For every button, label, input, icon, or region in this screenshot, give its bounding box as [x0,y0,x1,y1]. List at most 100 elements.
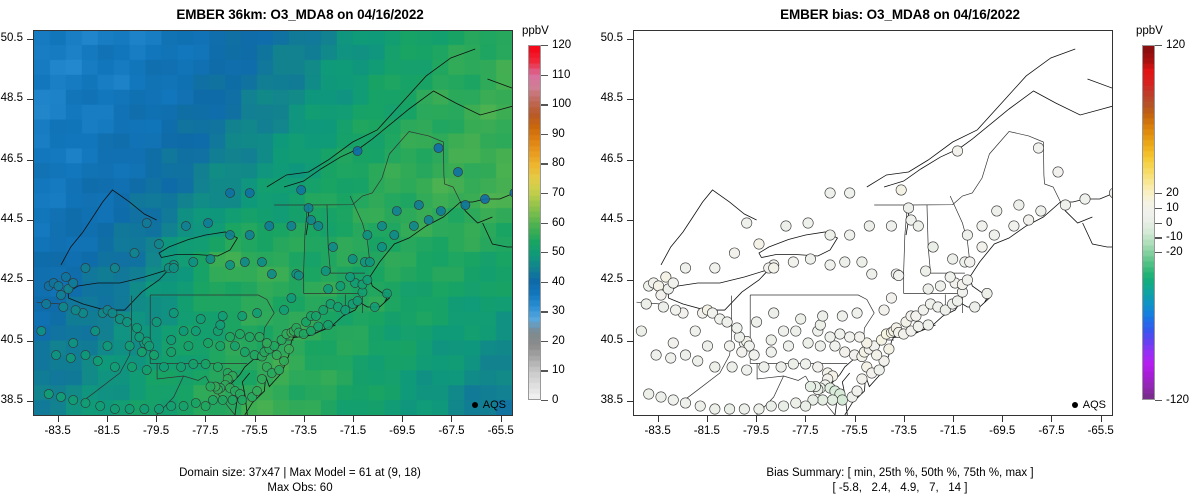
aqs-station-marker[interactable] [657,301,669,313]
aqs-station-marker[interactable] [920,265,932,277]
aqs-station-marker[interactable] [225,188,235,198]
aqs-station-marker[interactable] [166,401,177,411]
aqs-station-marker[interactable] [68,338,79,348]
aqs-station-marker[interactable] [293,270,304,281]
aqs-station-marker[interactable] [166,347,177,357]
aqs-station-marker[interactable] [824,187,836,199]
aqs-station-marker[interactable] [1052,166,1064,178]
aqs-station-marker[interactable] [306,326,316,336]
aqs-station-marker[interactable] [188,359,199,369]
aqs-station-marker[interactable] [335,281,346,291]
aqs-station-marker[interactable] [178,326,189,336]
aqs-station-marker[interactable] [279,356,289,366]
aqs-station-marker[interactable] [369,302,380,312]
aqs-station-marker[interactable] [1109,188,1112,198]
aqs-station-marker[interactable] [694,400,706,412]
aqs-station-marker[interactable] [154,239,164,249]
aqs-station-marker[interactable] [802,337,814,349]
aqs-station-marker[interactable] [203,338,213,348]
aqs-station-marker[interactable] [758,361,770,373]
aqs-station-marker[interactable] [203,218,213,228]
aqs-station-marker[interactable] [836,310,848,322]
aqs-station-marker[interactable] [271,350,282,360]
aqs-station-marker[interactable] [252,308,262,318]
aqs-station-marker[interactable] [377,242,387,252]
aqs-station-marker[interactable] [225,332,235,342]
aqs-station-marker[interactable] [653,280,664,292]
aqs-station-marker[interactable] [58,302,69,312]
aqs-station-marker[interactable] [778,325,790,337]
aqs-station-marker[interactable] [836,394,848,406]
aqs-station-marker[interactable] [377,221,387,231]
aqs-station-marker[interactable] [460,200,471,210]
aqs-station-marker[interactable] [667,277,679,289]
aqs-station-marker[interactable] [70,305,81,315]
aqs-station-marker[interactable] [917,304,929,316]
aqs-station-marker[interactable] [814,319,826,331]
aqs-station-marker[interactable] [765,334,777,346]
aqs-station-marker[interactable] [856,373,868,385]
aqs-station-marker[interactable] [655,391,667,403]
aqs-station-marker[interactable] [352,146,363,156]
aqs-station-marker[interactable] [151,317,162,327]
aqs-station-marker[interactable] [303,203,314,213]
aqs-station-marker[interactable] [176,362,186,372]
aqs-station-marker[interactable] [141,218,152,228]
aqs-station-marker[interactable] [1008,220,1020,232]
aqs-station-marker[interactable] [257,257,267,267]
aqs-station-marker[interactable] [660,271,672,283]
aqs-station-marker[interactable] [181,221,191,231]
aqs-station-marker[interactable] [665,352,677,364]
aqs-station-marker[interactable] [991,205,1003,217]
aqs-station-marker[interactable] [736,346,748,358]
aqs-station-marker[interactable] [733,331,745,343]
aqs-station-marker[interactable] [976,241,988,253]
aqs-station-marker[interactable] [340,305,351,315]
aqs-station-marker[interactable] [237,395,248,405]
aqs-station-marker[interactable] [814,340,826,352]
aqs-station-marker[interactable] [144,341,155,351]
aqs-station-marker[interactable] [724,340,736,352]
aqs-station-marker[interactable] [861,337,873,349]
aqs-station-marker[interactable] [264,221,275,231]
aqs-station-marker[interactable] [873,364,885,376]
aqs-station-marker[interactable] [680,397,691,409]
aqs-station-marker[interactable] [844,331,856,343]
aqs-station-marker[interactable] [235,329,245,339]
aqs-station-marker[interactable] [274,365,285,375]
aqs-station-marker[interactable] [912,220,924,232]
aqs-station-marker[interactable] [851,385,863,397]
aqs-station-marker[interactable] [765,346,777,358]
aqs-station-marker[interactable] [650,349,662,361]
aqs-station-marker[interactable] [871,349,883,361]
aqs-station-marker[interactable] [225,230,235,240]
aqs-station-marker[interactable] [200,359,211,369]
aqs-station-marker[interactable] [743,340,755,352]
aqs-station-marker[interactable] [51,350,61,360]
aqs-station-marker[interactable] [824,259,836,271]
aqs-station-marker[interactable] [903,202,915,214]
aqs-station-marker[interactable] [976,220,988,232]
aqs-station-marker[interactable] [205,254,216,264]
aqs-station-marker[interactable] [244,188,255,198]
aqs-station-marker[interactable] [306,215,316,225]
aqs-station-marker[interactable] [878,304,890,316]
aqs-station-marker[interactable] [149,350,159,360]
aqs-station-marker[interactable] [741,217,753,229]
aqs-station-marker[interactable] [252,386,262,396]
aqs-station-marker[interactable] [844,229,856,241]
aqs-station-marker[interactable] [328,242,338,252]
aqs-station-marker[interactable] [807,394,819,406]
aqs-station-marker[interactable] [964,256,976,268]
aqs-station-marker[interactable] [168,263,179,273]
aqs-station-marker[interactable] [802,217,814,229]
aqs-station-marker[interactable] [313,321,324,332]
aqs-station-marker[interactable] [237,311,248,321]
aqs-station-marker[interactable] [839,256,851,268]
aqs-station-marker[interactable] [109,263,120,273]
aqs-station-marker[interactable] [215,320,226,330]
aqs-station-marker[interactable] [812,361,824,373]
aqs-station-marker[interactable] [961,229,973,241]
aqs-station-marker[interactable] [217,395,228,405]
aqs-station-marker[interactable] [800,358,812,370]
